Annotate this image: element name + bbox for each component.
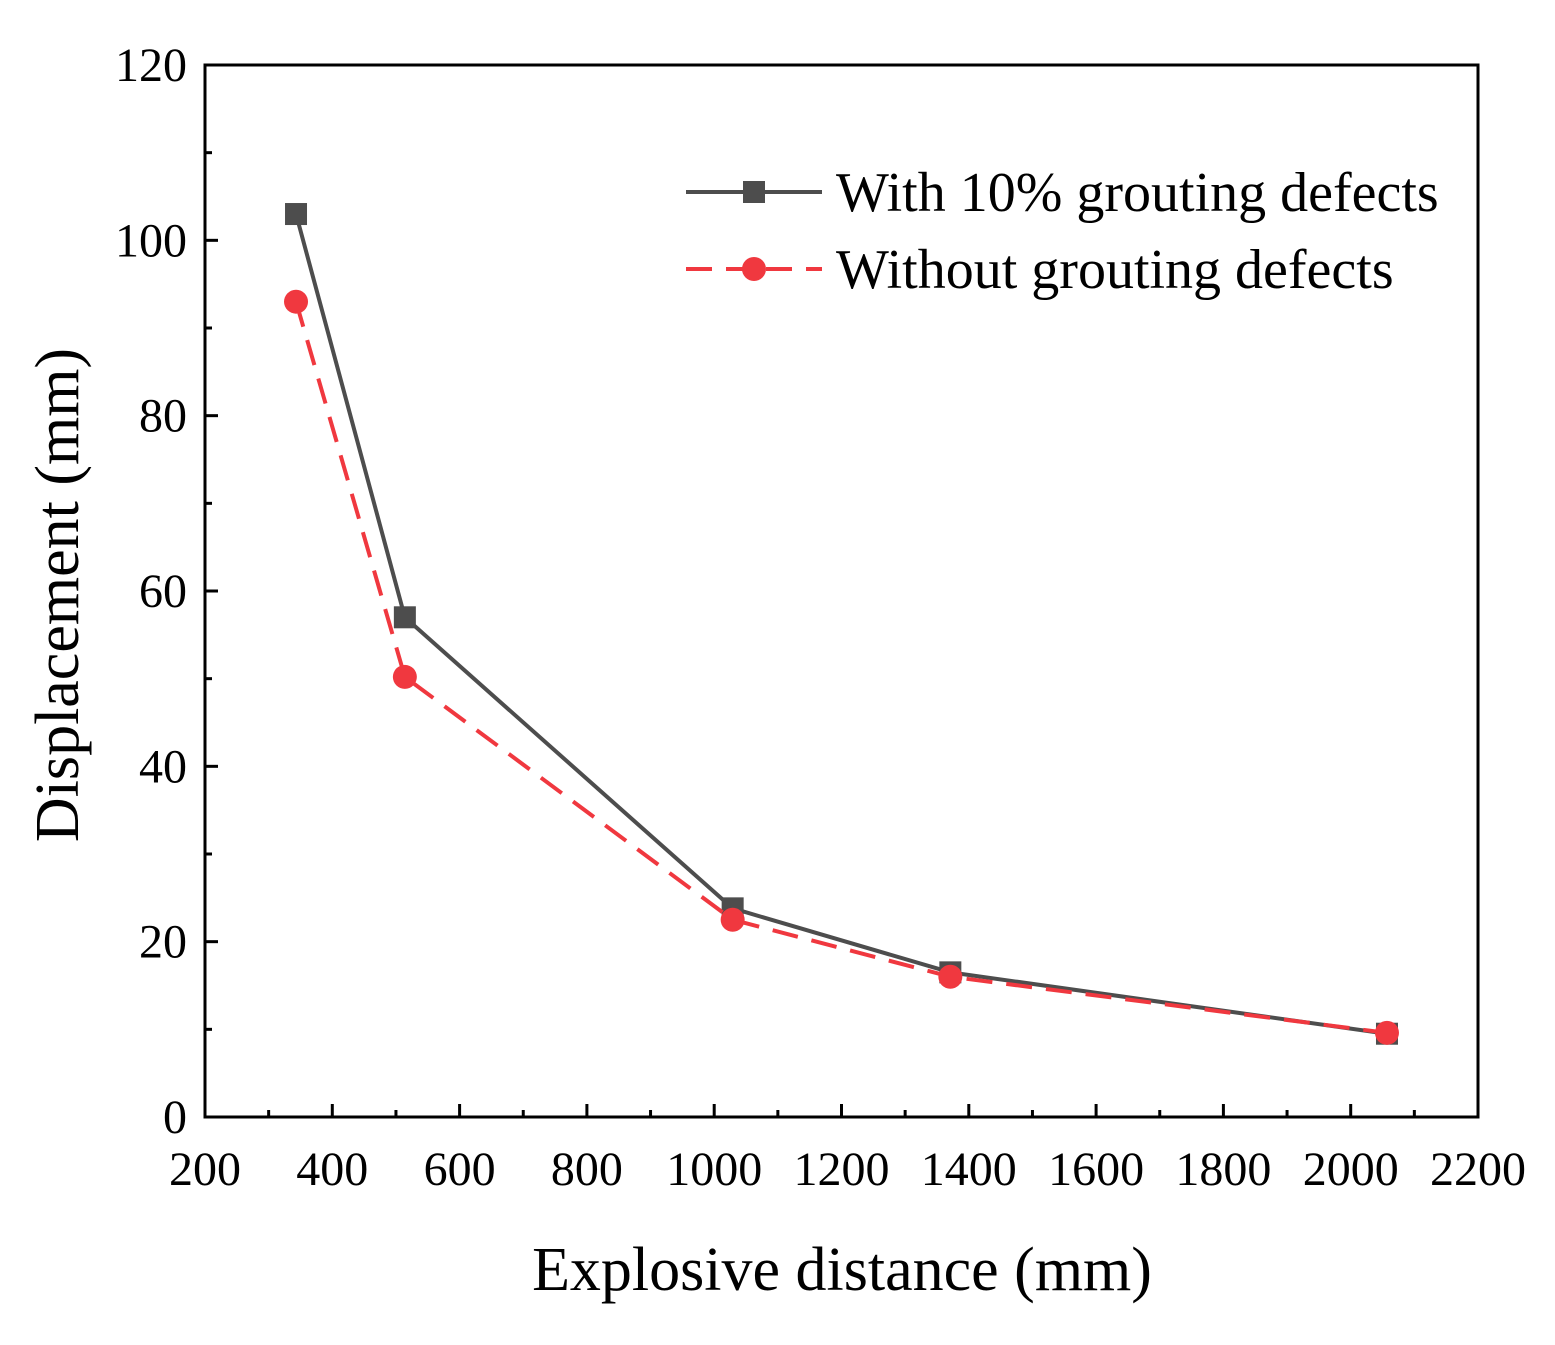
data-point [285, 203, 308, 226]
legend: With 10% grouting defects Without groutin… [686, 162, 1439, 301]
legend-label: With 10% grouting defects [836, 162, 1439, 224]
series-1 [285, 203, 1398, 1045]
series-line [294, 213, 1388, 1036]
x-tick-label: 2000 [1303, 1143, 1399, 1196]
x-tick-label: 800 [551, 1143, 623, 1196]
legend-item: With 10% grouting defects [686, 162, 1439, 224]
y-tick-label: 20 [139, 916, 187, 969]
data-point [392, 664, 417, 689]
legend-item: Without grouting defects [686, 239, 1394, 301]
y-tick-label: 40 [139, 740, 187, 793]
x-tick-label: 200 [169, 1143, 241, 1196]
x-tick-label: 2200 [1430, 1143, 1526, 1196]
x-tick-label: 400 [296, 1143, 368, 1196]
legend-marker [742, 257, 766, 281]
x-tick-label: 1400 [921, 1143, 1017, 1196]
x-tick-label: 1200 [794, 1143, 890, 1196]
y-tick-label: 60 [139, 565, 187, 618]
data-point [393, 606, 416, 629]
data-point [1374, 1020, 1399, 1045]
x-tick-label: 1600 [1048, 1143, 1144, 1196]
x-tick-label: 1800 [1175, 1143, 1271, 1196]
y-tick-label: 100 [115, 214, 187, 267]
data-point [720, 907, 745, 932]
data-series [284, 203, 1399, 1045]
series-2 [284, 289, 1399, 1045]
legend-marker [743, 181, 765, 203]
y-tick-label: 120 [115, 39, 187, 92]
x-axis-title: Explosive distance (mm) [532, 1236, 1152, 1304]
data-point [284, 289, 309, 314]
x-tick-label: 1000 [666, 1143, 762, 1196]
legend-label: Without grouting defects [836, 239, 1394, 301]
series-line [294, 301, 1388, 1035]
data-point [938, 964, 963, 989]
x-tick-label: 600 [424, 1143, 496, 1196]
y-axis-title: Displacement (mm) [24, 348, 92, 842]
axis-ticks: 200 400 600 800 1000 1200 1400 1600 1800 2000 2200… [115, 39, 1526, 1196]
y-tick-label: 0 [163, 1091, 187, 1144]
y-tick-label: 80 [139, 390, 187, 443]
